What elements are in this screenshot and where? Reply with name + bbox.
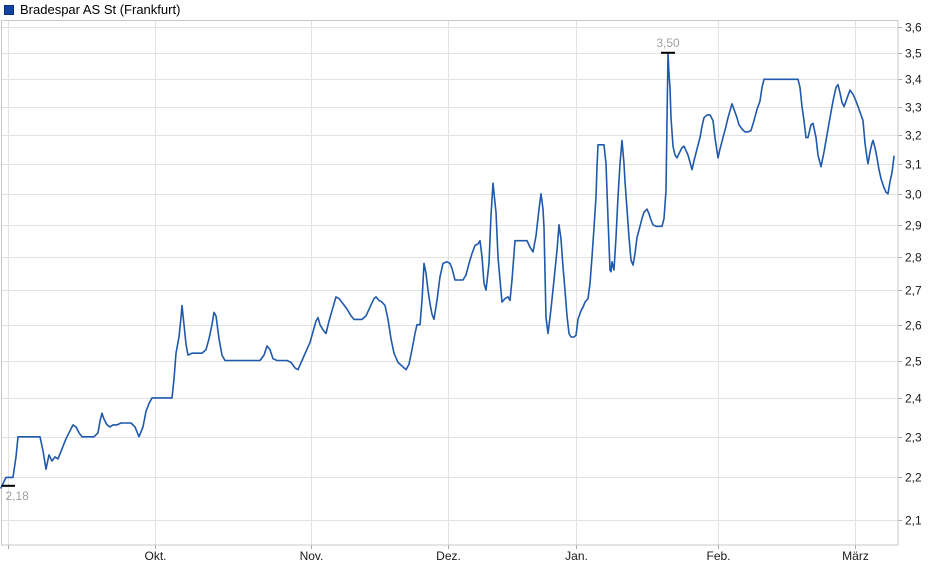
y-axis-label: 3,4 xyxy=(905,73,922,87)
y-axis-label: 3,3 xyxy=(905,101,922,115)
y-axis-label: 3,1 xyxy=(905,158,922,172)
y-axis-label: 3,0 xyxy=(905,188,922,202)
x-axis-label: Dez. xyxy=(436,549,461,563)
price-line xyxy=(0,51,895,489)
y-axis-label: 3,5 xyxy=(905,47,922,61)
y-axis-label: 2,8 xyxy=(905,251,922,265)
y-axis-label: 2,6 xyxy=(905,319,922,333)
plot-border xyxy=(1,20,899,546)
x-axis-label: März xyxy=(842,549,869,563)
y-axis-label: 3,2 xyxy=(905,129,922,143)
y-axis-label: 3,6 xyxy=(905,21,922,35)
y-axis-label: 2,5 xyxy=(905,355,922,369)
y-axis-label: 2,3 xyxy=(905,431,922,445)
x-axis-label: Jan. xyxy=(565,549,588,563)
x-axis-label: Nov. xyxy=(300,549,324,563)
high-marker-label: 3,50 xyxy=(656,36,680,50)
low-marker-label: 2,18 xyxy=(6,489,30,503)
legend-color-swatch xyxy=(4,4,14,15)
x-axis-label: Okt. xyxy=(144,549,166,563)
y-axis-label: 2,2 xyxy=(905,471,922,485)
gridlines xyxy=(1,20,898,545)
y-axis-label: 2,4 xyxy=(905,392,922,406)
x-axis-label: Feb. xyxy=(706,549,730,563)
y-axis-label: 2,1 xyxy=(905,514,922,528)
chart-legend: Bradespar AS St (Frankfurt) xyxy=(4,2,180,17)
chart-title: Bradespar AS St (Frankfurt) xyxy=(20,2,181,17)
y-axis-label: 2,7 xyxy=(905,284,922,298)
y-axis-label: 2,9 xyxy=(905,219,922,233)
